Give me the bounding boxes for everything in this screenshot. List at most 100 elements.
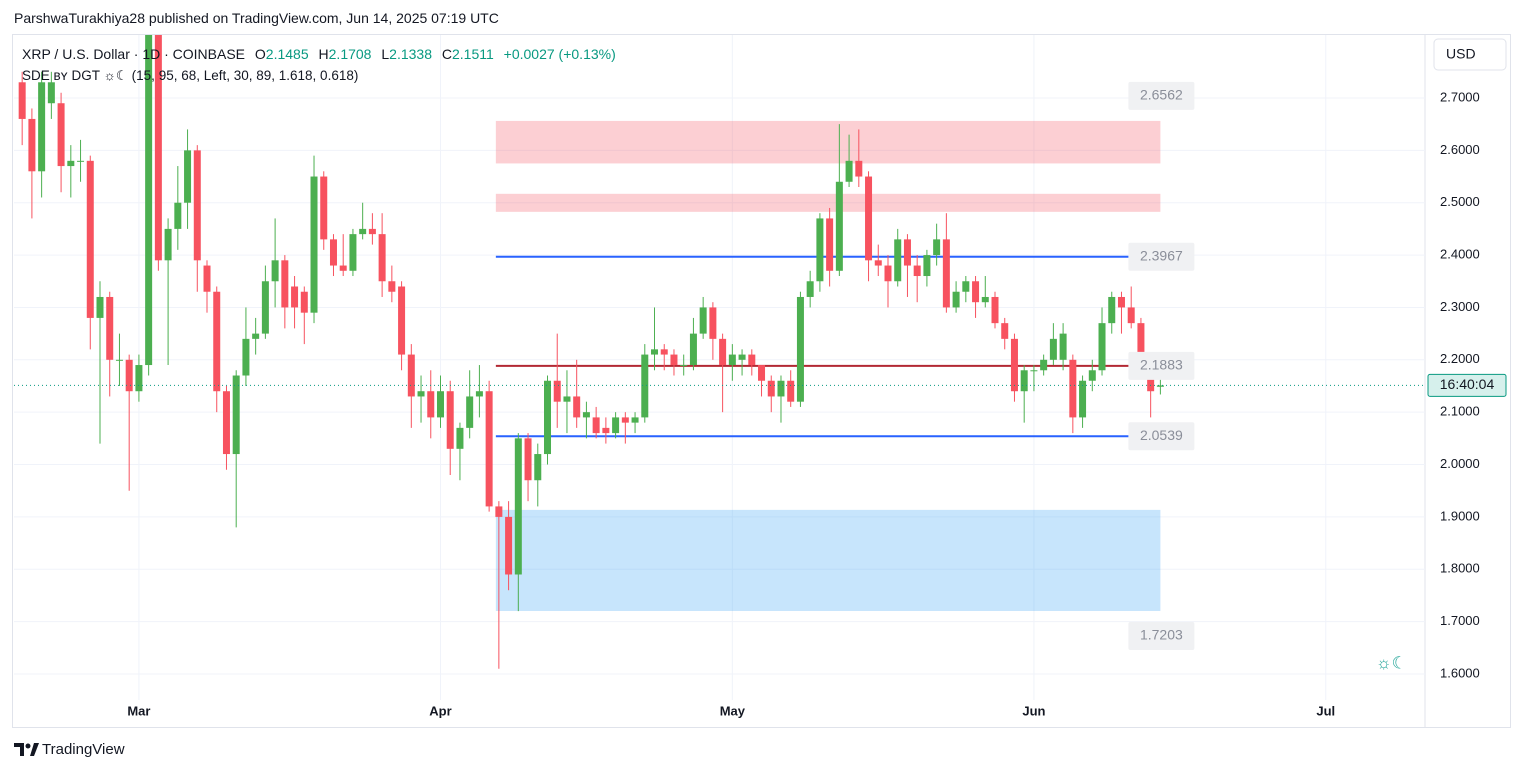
candle-body [544,380,552,455]
zone [495,120,1161,164]
currency-button[interactable] [1433,38,1507,71]
candle-body [602,427,610,434]
candle-body [28,118,36,172]
candle-body [193,150,201,261]
published-note: ParshwaTurakhiya28 published on TradingV… [14,10,499,26]
candle-body [1049,338,1057,360]
candle-body [398,286,406,355]
candle-body [534,454,542,481]
candle-body [222,391,230,455]
x-tick-label: May [720,703,746,718]
candle-body [728,354,736,366]
candle-body [1127,307,1135,324]
ohlc-value: 2.1511 [452,46,494,62]
candle-body [417,391,425,397]
y-tick-label: 2.0000 [1440,456,1480,471]
candle-body [96,296,104,318]
candle-body [18,82,26,119]
candle-body [1098,323,1106,371]
candle-body [991,296,999,324]
candle-body [203,265,211,292]
candle-body [709,307,717,339]
candle-body [972,281,980,303]
candle-body [845,160,853,182]
candle-body [962,281,970,292]
y-tick-label: 2.7000 [1440,89,1480,104]
candle-body [329,239,337,266]
candle-body [281,260,289,308]
x-tick-label: Jul [1316,703,1335,718]
candle-body [86,160,94,318]
candle-body [641,354,649,418]
y-tick-label: 1.7000 [1440,613,1480,628]
x-tick-label: Jun [1022,703,1045,718]
candle-body [359,228,367,235]
ohlc-value: 2.1708 [328,46,372,62]
change: +0.0027 (+0.13%) [503,46,616,62]
candle-body [125,359,133,392]
candle-body [796,296,804,402]
candle-body [252,333,260,339]
candle-body [514,438,522,575]
brand: TradingView [42,741,125,758]
candle-body [884,265,892,282]
candle-body [553,380,561,402]
ohlc-label: L [381,46,390,62]
y-tick-label: 2.2000 [1440,351,1480,366]
candle-body [923,255,931,277]
candle-body [232,375,240,455]
x-tick-label: Mar [127,703,150,718]
candle-body [826,218,834,271]
candle-body [368,228,376,235]
candle-body [67,160,75,167]
candle-body [1059,333,1067,360]
candle-body [913,265,921,277]
candle-body [174,202,182,229]
watermark: ☼☾ [1376,653,1407,672]
candle-body [524,438,532,481]
candle-body [787,380,795,402]
candle-body [115,359,123,361]
candle-body [816,218,824,282]
price-label: 2.3967 [1140,248,1183,264]
candle-body [952,291,960,308]
candle-body [738,354,746,360]
candle-body [1137,323,1145,371]
candle-body [1147,370,1155,392]
ohlc-label: H [318,46,329,62]
candle-body [106,296,114,360]
price-label: 1.7203 [1140,627,1183,643]
candle-body [748,354,756,366]
candle-body [806,281,814,297]
candle-body [719,338,727,366]
candle-body [38,82,46,172]
zone [495,193,1161,212]
candle-body [651,349,659,355]
candle-body [874,260,882,266]
candle-body [436,391,444,418]
y-tick-label: 2.1000 [1440,404,1480,419]
candle-body [339,265,347,271]
price-label-box [1128,81,1195,110]
currency[interactable]: USD [1446,46,1476,62]
candle-body [933,239,941,256]
candle-body [261,281,269,334]
candle-body [427,391,435,418]
candle-body [670,354,678,366]
candle-body [300,291,308,313]
candle-body [164,228,172,261]
candle-body [378,234,386,282]
price-label: 2.6562 [1140,87,1183,103]
candle-body [631,417,639,423]
candle-body [621,417,629,423]
candle-body [446,391,454,449]
ohlc-value: 2.1338 [389,46,432,62]
y-tick-label: 2.3000 [1440,299,1480,314]
candle-body [1117,296,1125,308]
y-tick-label: 2.4000 [1440,247,1480,262]
candle-body [777,380,785,397]
y-tick-label: 1.6000 [1440,665,1480,680]
candle-body [573,396,581,418]
